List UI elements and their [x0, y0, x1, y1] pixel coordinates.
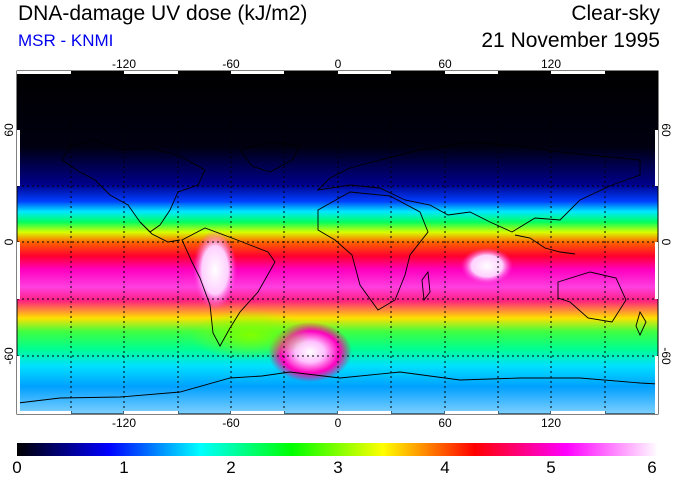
lon-labels-top: -120 -60 0 60 120: [112, 57, 561, 71]
lon-label: 120: [541, 416, 561, 430]
colorbar-label-4: 4: [440, 458, 450, 477]
lat-label: 60: [659, 123, 673, 137]
coastlines: [17, 139, 659, 404]
colorbar-label-6: 6: [647, 458, 657, 477]
source-label: MSR - KNMI: [18, 31, 114, 50]
uv-dose-map: -120 -60 0 60 120 -120 -60 0 60 120 60 0…: [2, 57, 673, 430]
coastline-southeast-asia: [514, 234, 576, 255]
coastline-south-america: [181, 227, 276, 347]
map-title: DNA-damage UV dose (kJ/m2): [18, 2, 308, 25]
lat-label: 0: [2, 238, 16, 245]
lon-label: 0: [335, 57, 342, 71]
lat-labels-left: 60 0 -60: [2, 123, 16, 365]
graticule: [17, 71, 658, 414]
lon-label: -120: [112, 416, 136, 430]
lat-labels-right: 60 0 -60: [659, 123, 673, 365]
andes-maximum: [193, 230, 237, 310]
colorbar-label-3: 3: [333, 458, 343, 477]
coastline-central-america: [139, 221, 181, 243]
condition-label: Clear-sky: [571, 2, 660, 25]
frame-ticks: [17, 71, 658, 414]
coastline-eurasia: [316, 141, 641, 233]
date-label: 21 November 1995: [481, 29, 660, 52]
coastline-north-america: [61, 139, 206, 233]
lat-label: -60: [659, 347, 673, 365]
colorbar-label-5: 5: [546, 458, 556, 477]
lon-label: 120: [541, 57, 561, 71]
colorbar-label-2: 2: [226, 458, 236, 477]
coastline-antarctica: [17, 371, 659, 404]
pacific-maximum: [461, 248, 513, 284]
colorbar: [17, 443, 658, 456]
lon-label: 60: [438, 416, 452, 430]
south-atlantic-anomaly: [190, 310, 310, 360]
coastline-greenland: [239, 141, 301, 173]
colorbar-label-0: 0: [12, 458, 22, 477]
lat-label: 0: [659, 239, 673, 246]
coastline-madagascar: [421, 270, 431, 302]
lat-label: 60: [2, 123, 16, 137]
lon-label: 60: [438, 57, 452, 71]
lat-label: -60: [2, 347, 16, 365]
lon-label: -60: [222, 57, 240, 71]
lon-label: -120: [112, 57, 136, 71]
coastline-new-zealand: [635, 310, 647, 337]
lon-label: -60: [222, 416, 240, 430]
colorbar-label-1: 1: [119, 458, 129, 477]
lon-labels-bottom: -120 -60 0 60 120: [112, 416, 561, 430]
lon-label: 0: [335, 416, 342, 430]
